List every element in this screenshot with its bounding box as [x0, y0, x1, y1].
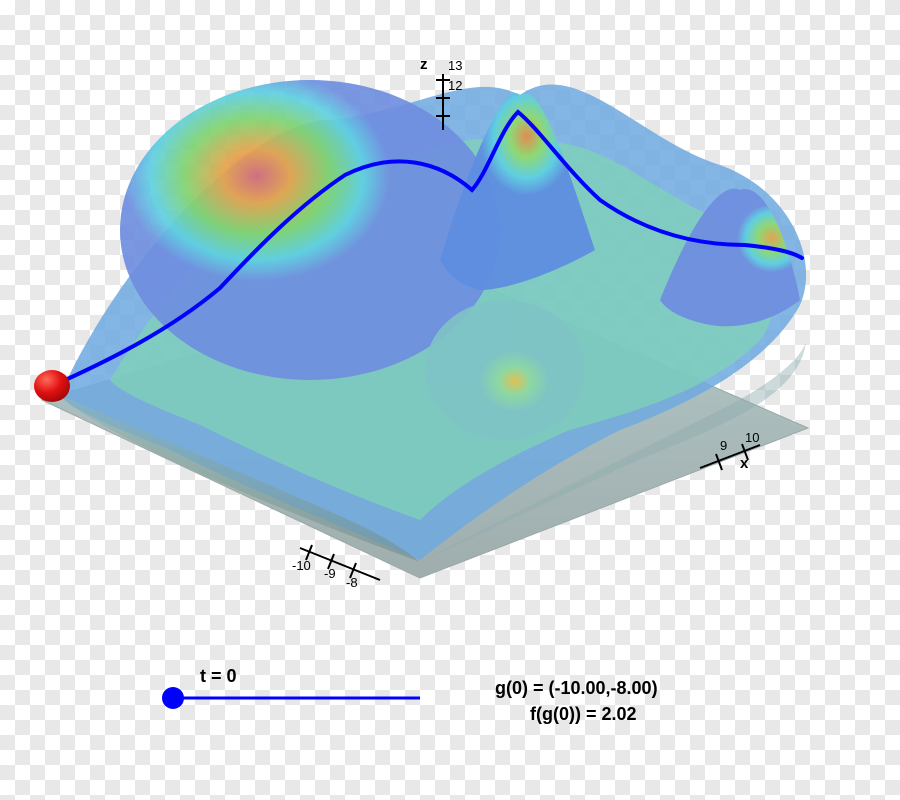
x-tick-9: 9 — [720, 438, 727, 453]
surface-svg — [0, 0, 900, 640]
bottom-panel: t = 0 g(0) = (-10.00,-8.00) f(g(0)) = 2.… — [0, 660, 900, 780]
z-tick-12: 12 — [448, 78, 462, 93]
t-slider[interactable] — [0, 660, 900, 730]
y-tick-m10: -10 — [292, 558, 311, 573]
z-axis-label: z — [420, 56, 428, 73]
y-tick-m9: -9 — [324, 566, 336, 581]
y-tick-m8: -8 — [346, 575, 358, 590]
g-formula: g(0) = (-10.00,-8.00) — [495, 678, 658, 699]
curve-marker — [34, 370, 70, 402]
surface-plot: z 13 12 9 10 x -10 -9 -8 — [0, 0, 900, 640]
slider-knob[interactable] — [162, 687, 184, 709]
page-root: z 13 12 9 10 x -10 -9 -8 t = 0 g(0) = (-… — [0, 0, 900, 800]
x-axis-label: x — [740, 455, 748, 472]
f-formula: f(g(0)) = 2.02 — [530, 704, 637, 725]
z-tick-13: 13 — [448, 58, 462, 73]
x-tick-10: 10 — [745, 430, 759, 445]
